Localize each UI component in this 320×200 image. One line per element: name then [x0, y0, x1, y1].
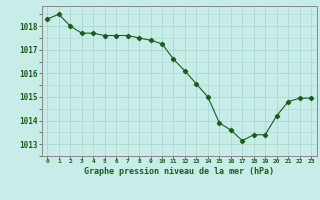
- X-axis label: Graphe pression niveau de la mer (hPa): Graphe pression niveau de la mer (hPa): [84, 167, 274, 176]
